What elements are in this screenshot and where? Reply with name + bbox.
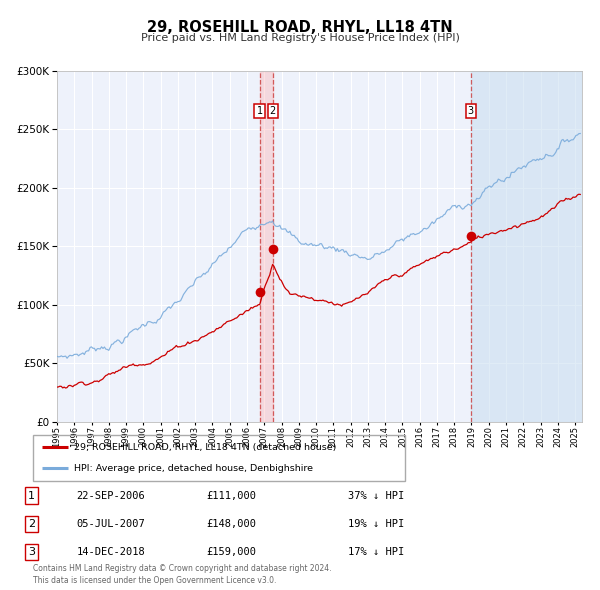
Text: 2: 2	[270, 106, 276, 116]
Text: 1: 1	[28, 491, 35, 500]
Text: £148,000: £148,000	[206, 519, 256, 529]
Text: 2: 2	[28, 519, 35, 529]
Text: £159,000: £159,000	[206, 548, 256, 557]
Bar	[260, 71, 273, 422]
Text: 29, ROSEHILL ROAD, RHYL, LL18 4TN (detached house): 29, ROSEHILL ROAD, RHYL, LL18 4TN (detac…	[74, 442, 336, 452]
Text: 37% ↓ HPI: 37% ↓ HPI	[348, 491, 404, 500]
Text: 19% ↓ HPI: 19% ↓ HPI	[348, 519, 404, 529]
Text: 14-DEC-2018: 14-DEC-2018	[77, 548, 145, 557]
Text: Contains HM Land Registry data © Crown copyright and database right 2024.
This d: Contains HM Land Registry data © Crown c…	[33, 565, 331, 585]
Text: 29, ROSEHILL ROAD, RHYL, LL18 4TN: 29, ROSEHILL ROAD, RHYL, LL18 4TN	[147, 20, 453, 35]
Text: 1: 1	[257, 106, 263, 116]
Text: 05-JUL-2007: 05-JUL-2007	[77, 519, 145, 529]
Text: 17% ↓ HPI: 17% ↓ HPI	[348, 548, 404, 557]
Text: 22-SEP-2006: 22-SEP-2006	[77, 491, 145, 500]
Text: HPI: Average price, detached house, Denbighshire: HPI: Average price, detached house, Denb…	[74, 464, 313, 473]
Text: 3: 3	[468, 106, 474, 116]
Text: 3: 3	[28, 548, 35, 557]
Text: £111,000: £111,000	[206, 491, 256, 500]
Bar	[471, 71, 582, 422]
Text: Price paid vs. HM Land Registry's House Price Index (HPI): Price paid vs. HM Land Registry's House …	[140, 33, 460, 43]
